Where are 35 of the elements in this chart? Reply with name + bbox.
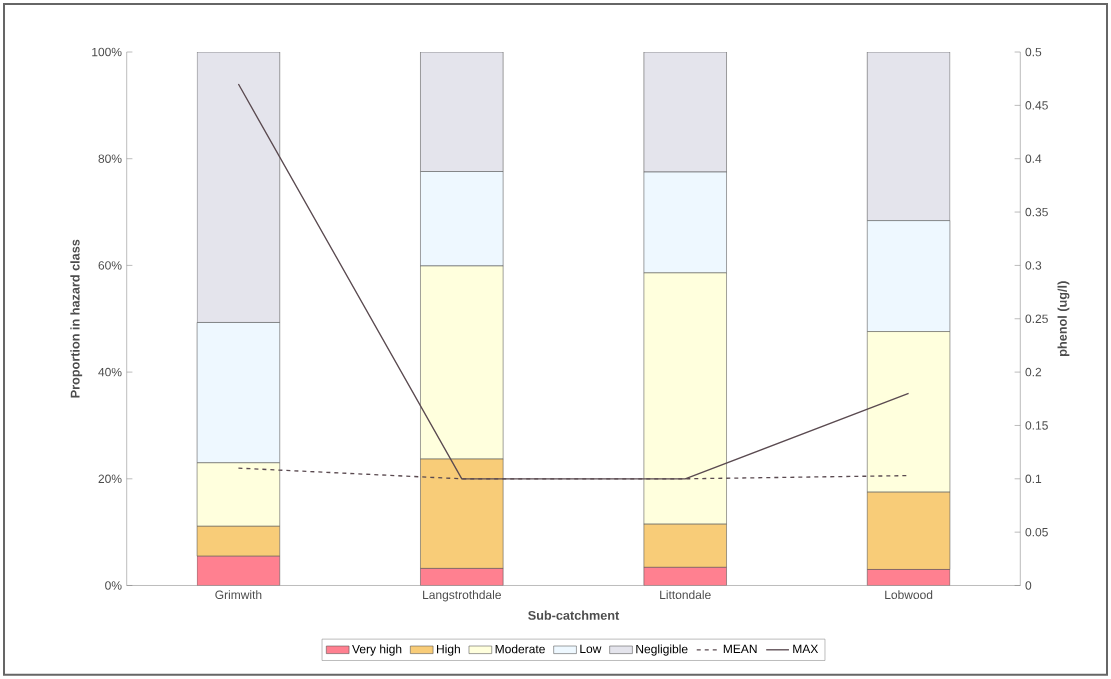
legend-label: MEAN [723, 644, 757, 653]
legend-label: Low [580, 644, 602, 654]
y2-tick-label: 0.1 [1025, 474, 1042, 484]
y2-axis-title: phenol (ug/l) [1057, 281, 1070, 356]
y2-tick-label: 0.2 [1025, 367, 1042, 377]
x-tick-label: Langstrothdale [423, 590, 501, 602]
legend-label: Negligible [636, 644, 688, 656]
y2-tick-label: 0.45 [1025, 101, 1048, 110]
y-tick-label: 20% [98, 474, 122, 484]
y2-tick-label: 0.15 [1025, 421, 1048, 430]
y2-tick-label: 0.25 [1025, 314, 1048, 324]
y2-tick-label: 0.05 [1025, 527, 1048, 537]
y-tick-label: 0% [105, 581, 122, 590]
legend-label: High [437, 644, 460, 656]
y2-tick-label: 0.5 [1025, 47, 1042, 57]
y-tick-label: 100% [92, 47, 122, 57]
legend-label: Moderate [495, 644, 545, 654]
y2-tick-label: 0 [1025, 581, 1032, 590]
bar [196, 52, 281, 323]
y2-tick-label: 0.3 [1025, 261, 1042, 270]
legend-label: MAX [793, 644, 819, 653]
bar [420, 52, 504, 172]
x-tick-label: Littondale [660, 590, 711, 600]
y-tick-label: 80% [98, 154, 122, 164]
legend-label: Very high [352, 644, 402, 656]
y-axis-title: Proportion in hazard class [70, 239, 83, 398]
y-tick-label: 60% [98, 261, 122, 270]
bar [643, 52, 727, 173]
y-tick-label: 40% [98, 367, 122, 377]
bar [867, 52, 951, 221]
y2-tick-label: 0.35 [1025, 207, 1048, 217]
x-tick-label: Lobwood [885, 590, 933, 600]
x-tick-label: Grimwith [215, 590, 262, 600]
x-axis-title: Sub-catchment [528, 610, 620, 620]
y2-tick-label: 0.4 [1025, 154, 1042, 164]
